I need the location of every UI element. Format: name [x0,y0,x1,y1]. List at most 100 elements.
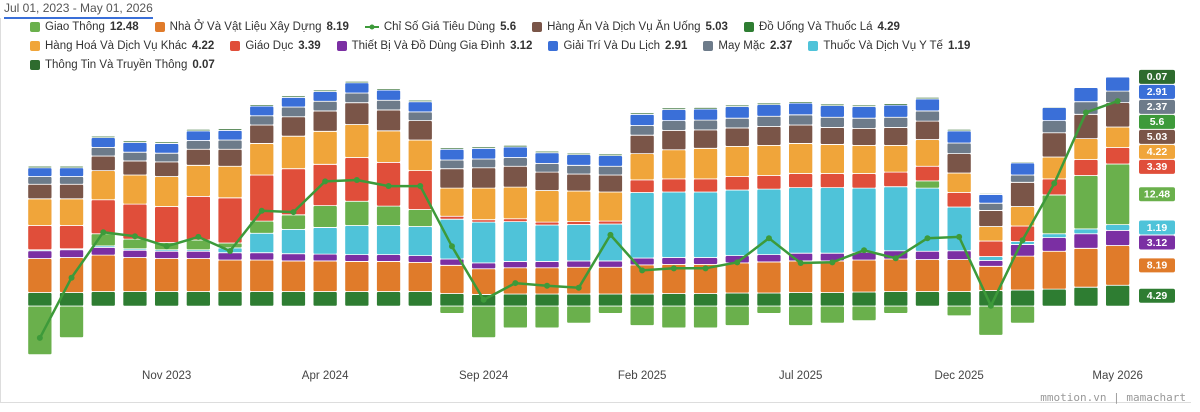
legend-label: Hàng Ăn Và Dịch Vụ Ăn Uống [547,21,701,33]
bar-segment [629,192,655,259]
bar-segment [312,110,338,132]
bar-segment [851,259,877,293]
value-label-box [1139,187,1175,202]
bar-segment [598,260,623,268]
bar-segment [1073,138,1099,160]
value-label-box [1139,144,1175,159]
bar-segment [90,170,116,201]
legend-item: Giao Thông 12.48 [30,21,139,33]
bar-segment [471,262,497,270]
bar-segment [90,137,116,148]
bar-segment [883,104,909,118]
bar-segment [249,252,275,261]
bar-segment [122,291,148,307]
legend-item: Nhà Ở Và Vật Liệu Xây Dựng 8.19 [154,21,349,33]
bar-segment [1073,87,1099,103]
bar-segment [154,291,180,307]
bar-segment [819,144,845,174]
cpi-dot [68,274,75,281]
bar-segment [629,153,655,181]
bar-segment [27,183,53,200]
cpi-dot [544,282,551,289]
bar-segment [407,139,433,172]
bar-segment [344,102,370,125]
legend: Giao Thông 12.48 Nhà Ở Và Vật Liệu Xây Dựn… [30,21,1030,71]
bar-segment [534,261,560,269]
bar-segment [946,305,972,317]
bar-segment [154,176,180,207]
bar-segment [1105,147,1131,165]
bar-segment [90,135,116,139]
bar-segment [249,124,275,144]
bar-segment [1105,76,1131,92]
bar-segment [1041,120,1067,134]
icon [364,24,379,30]
value-label: 4.29 [1147,290,1168,302]
legend-label: Giải Trí Và Du Lịch [563,40,660,52]
value-label-box [1139,159,1175,174]
legend-item: Thông Tin Và Truyền Thông 0.07 [30,59,215,71]
bar-segment [693,293,718,307]
cpi-dot [956,233,963,240]
bar-segment [27,292,53,307]
legend-item: May Mặc 2.37 [703,40,792,52]
bar-segment [344,225,370,256]
bar-segment [915,110,940,122]
bar-segment [534,305,560,329]
bar-segment [27,198,53,226]
bar-segment [1041,107,1067,122]
bar-segment [502,186,528,220]
legend-value: 4.22 [191,40,215,52]
bar-segment [946,130,972,144]
legend-value: 2.91 [664,40,688,52]
bar-segment [819,103,845,106]
bar-segment [915,96,940,100]
bar-segment [122,257,148,292]
bar-segment [27,176,53,185]
bar-segment [1073,233,1099,249]
bar-segment [851,187,877,253]
bar-segment [471,221,497,264]
bar-segment [629,113,655,126]
bar-segment [534,152,560,164]
legend-item: Chỉ Số Giá Tiêu Dùng 5.6 [364,21,516,33]
cpi-dot [1019,237,1026,244]
bar-segment [344,254,370,262]
bar-segment [724,262,750,294]
bar-segment [471,146,497,149]
bar-segment [978,305,1004,336]
legend-swatch [808,41,819,51]
x-tick-label: Jul 2025 [779,370,822,382]
bar-segment [629,179,655,193]
bar-segment [946,291,972,307]
bar-segment [819,305,845,324]
legend-item: Giải Trí Và Du Lịch 2.91 [548,40,687,52]
bar-segment [344,261,370,292]
bar-segment [1073,175,1099,230]
bar-segment [851,128,877,146]
bar-segment [312,205,338,228]
legend-swatch [30,60,40,70]
bar-segment [376,254,401,262]
bar-segment [185,164,211,197]
legend-label: Giao Thông [45,21,105,33]
cpi-dot [163,243,170,250]
cpi-dot [1082,109,1089,116]
bar-segment [534,224,560,262]
bar-segment [312,89,338,92]
bar-segment [439,305,465,314]
bar-segment [439,159,465,170]
bar-segment [724,292,750,307]
legend-label: Thuốc Và Dịch Vụ Y Tế [823,40,943,52]
cpi-dot [861,247,868,254]
bar-segment [788,187,814,254]
cpi-dot [353,177,360,184]
bar-segment [946,142,972,155]
bar-segment [1010,181,1035,207]
legend-item: Thuốc Và Dịch Vụ Y Tế 1.19 [808,40,970,52]
value-label: 0.07 [1147,71,1168,83]
bar-segment [629,125,655,136]
bar-segment [534,171,560,191]
bar-segment [407,101,433,113]
